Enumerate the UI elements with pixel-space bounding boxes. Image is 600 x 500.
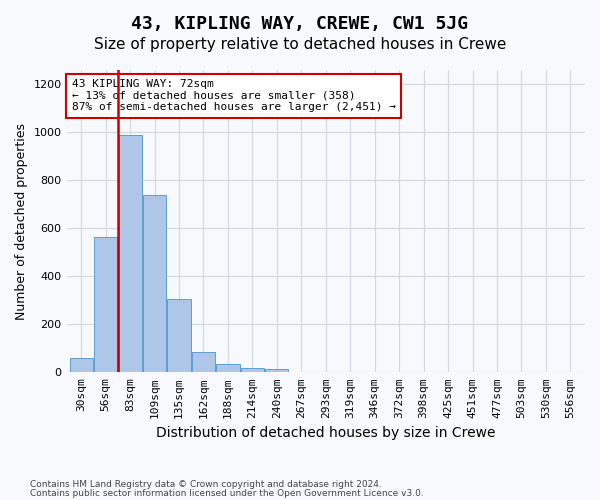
Bar	[70, 358, 93, 372]
Text: 43 KIPLING WAY: 72sqm
← 13% of detached houses are smaller (358)
87% of semi-det: 43 KIPLING WAY: 72sqm ← 13% of detached …	[72, 79, 396, 112]
Bar	[241, 368, 264, 372]
Bar	[94, 236, 117, 372]
Bar	[217, 364, 239, 372]
Bar	[192, 352, 215, 372]
Bar	[167, 299, 191, 372]
Text: Contains public sector information licensed under the Open Government Licence v3: Contains public sector information licen…	[30, 489, 424, 498]
Y-axis label: Number of detached properties: Number of detached properties	[15, 122, 28, 320]
Text: 43, KIPLING WAY, CREWE, CW1 5JG: 43, KIPLING WAY, CREWE, CW1 5JG	[131, 15, 469, 33]
Text: Contains HM Land Registry data © Crown copyright and database right 2024.: Contains HM Land Registry data © Crown c…	[30, 480, 382, 489]
X-axis label: Distribution of detached houses by size in Crewe: Distribution of detached houses by size …	[156, 426, 496, 440]
Text: Size of property relative to detached houses in Crewe: Size of property relative to detached ho…	[94, 38, 506, 52]
Bar	[119, 135, 142, 372]
Bar	[143, 195, 166, 372]
Bar	[265, 370, 289, 372]
